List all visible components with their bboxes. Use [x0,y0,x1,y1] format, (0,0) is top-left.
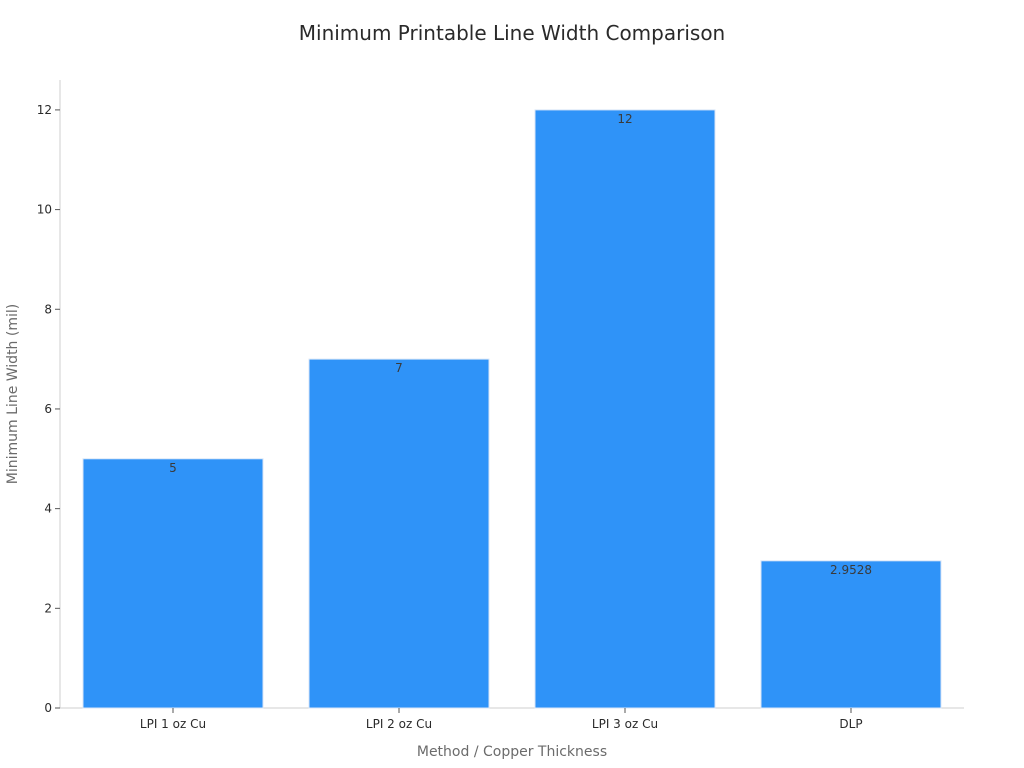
y-tick-label: 8 [44,302,52,316]
x-axis-ticks: LPI 1 oz Cu LPI 2 oz Cu LPI 3 oz Cu DLP [140,708,863,731]
bar-value-label: 5 [169,461,177,475]
x-tick-label: DLP [839,717,862,731]
x-tick-label: LPI 1 oz Cu [140,717,206,731]
bar-value-label: 12 [617,112,632,126]
y-axis-ticks: 0 2 4 6 8 10 12 [37,103,60,715]
bar [82,458,264,709]
bar [534,109,716,709]
y-tick-label: 12 [37,103,52,117]
x-tick-label: LPI 3 oz Cu [592,717,658,731]
bar [760,560,942,709]
y-tick-label: 2 [44,601,52,615]
x-tick-label: LPI 2 oz Cu [366,717,432,731]
y-tick-label: 10 [37,203,52,217]
y-tick-label: 0 [44,701,52,715]
bar-value-label: 7 [395,361,403,375]
bars-group: 5 7 12 2.9528 [82,109,942,709]
y-tick-label: 6 [44,402,52,416]
y-axis-label: Minimum Line Width (mil) [5,304,21,484]
y-tick-label: 4 [44,502,52,516]
bar [308,358,490,709]
chart-title: Minimum Printable Line Width Comparison [299,21,725,45]
bar-value-label: 2.9528 [830,563,872,577]
x-axis-label: Method / Copper Thickness [417,744,607,760]
